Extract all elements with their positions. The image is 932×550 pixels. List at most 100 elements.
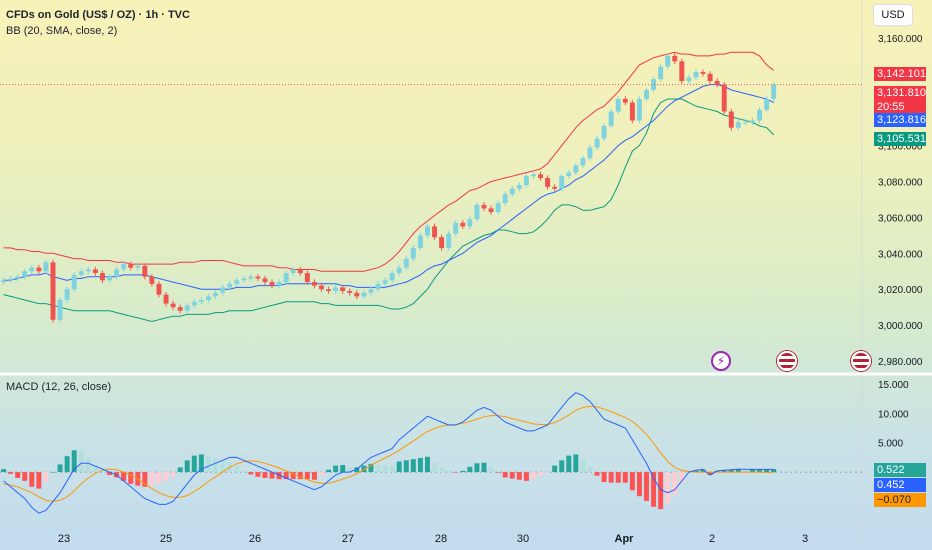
currency-button[interactable]: USD (873, 4, 913, 26)
candle-body (71, 274, 77, 290)
macd-title: MACD (12, 26, close) (6, 381, 112, 393)
macd-histogram-bar (85, 457, 91, 473)
candle-body (184, 305, 190, 311)
price-tick-label: 3,060.000 (878, 213, 923, 224)
macd-histogram-bar (22, 472, 28, 481)
macd-histogram-bar (248, 472, 254, 475)
candle-body (135, 265, 141, 268)
macd-histogram-bar (29, 472, 35, 487)
us-flag-icon[interactable] (851, 351, 871, 371)
macd-histogram-bar (340, 465, 346, 473)
candle-body (566, 172, 572, 177)
candle-body (636, 98, 642, 121)
macd-histogram-bar (333, 465, 339, 473)
us-flag-icon[interactable] (777, 351, 797, 371)
candle-body (149, 276, 155, 284)
candle-body (276, 282, 282, 286)
macd-histogram-bar (764, 469, 770, 473)
macd-histogram-bar (672, 472, 678, 495)
candle-body (198, 300, 204, 302)
candle-body (679, 61, 685, 82)
candle-body (530, 174, 536, 177)
candle-body (326, 289, 332, 292)
candle-body (50, 262, 56, 320)
macd-histogram-bar (375, 465, 381, 473)
lightning-icon[interactable]: ⚡ (711, 351, 731, 371)
macd-histogram-bar (15, 472, 21, 478)
macd-histogram-bar (453, 472, 459, 473)
macd-histogram-bar (516, 472, 522, 480)
candle-body (396, 267, 402, 274)
candle-body (488, 208, 494, 213)
macd-histogram-bar (57, 464, 63, 473)
candle-body (114, 269, 120, 277)
macd-histogram-bar (424, 456, 430, 473)
candle-body (156, 283, 162, 295)
macd-histogram-bar (693, 470, 699, 473)
price-tick-label: 3,000.000 (878, 321, 923, 332)
macd-histogram-bar (580, 460, 586, 473)
macd-histogram-bar (559, 460, 565, 473)
candle-body (651, 79, 657, 90)
macd-histogram-bar (636, 472, 642, 497)
lower-band-line (3, 98, 775, 323)
candle-body (29, 267, 35, 272)
candle-body (516, 185, 522, 189)
candle-body (573, 165, 579, 173)
macd-histogram-bar (311, 472, 317, 480)
upper-band-label: 3,142.101 (874, 67, 926, 81)
chart-title: CFDs on Gold (US$ / OZ) · 1h · TVC (6, 9, 190, 21)
macd-histogram-bar (276, 472, 282, 480)
candle-body (735, 122, 741, 128)
candle-body (700, 72, 706, 74)
candle-body (64, 289, 70, 300)
candle-body (672, 55, 678, 62)
candle-body (580, 158, 586, 166)
candle-body (248, 276, 254, 279)
candle-body (474, 204, 480, 220)
time-tick-label: 30 (517, 533, 529, 545)
macd-histogram-bar (545, 472, 551, 473)
macd-histogram-bar (128, 472, 134, 484)
candle-body (213, 292, 218, 297)
basis-line (3, 84, 774, 290)
candle-body (439, 237, 445, 248)
macd-histogram-bar (552, 465, 558, 473)
last-price-value: 3,131.810 (877, 87, 926, 99)
macd-histogram-bar (326, 469, 332, 473)
macd-histogram-bar (107, 472, 112, 476)
macd-histogram-bar (629, 472, 635, 491)
candle-body (665, 55, 671, 67)
candle-body (552, 186, 558, 189)
macd-histogram-bar (121, 472, 127, 481)
macd-histogram-bar (742, 469, 748, 473)
candle-body (57, 300, 63, 320)
macd-histogram-bar (594, 472, 600, 476)
macd-histogram-bar (142, 472, 148, 487)
candle-body (78, 271, 84, 275)
candle-body (446, 233, 452, 248)
candle-body (460, 222, 466, 227)
macd-histogram-bar (262, 472, 268, 478)
macd-histogram-bar (750, 469, 755, 473)
candle-body (205, 296, 211, 300)
candle-body (389, 273, 395, 281)
macd-histogram-bar (213, 458, 218, 473)
indicator-label: BB (20, SMA, close, 2) (6, 25, 118, 37)
basis-label: 3,123.816 (874, 113, 926, 127)
macd-tick-label: 15.000 (878, 380, 909, 391)
candle-body (764, 98, 770, 110)
macd-histogram-bar (71, 450, 77, 473)
macd-histogram-bar (417, 457, 423, 473)
macd-histogram-bar (502, 472, 508, 478)
macd-histogram-bar (403, 460, 409, 473)
macd-histogram-bar (205, 456, 211, 473)
macd-histogram-bar (495, 472, 501, 473)
candle-body (191, 301, 197, 306)
candle-body (163, 294, 169, 304)
macd-histogram-bar (707, 472, 713, 476)
macd-histogram-bar (269, 472, 275, 479)
candle-body (523, 176, 529, 186)
candle-body (262, 278, 268, 283)
